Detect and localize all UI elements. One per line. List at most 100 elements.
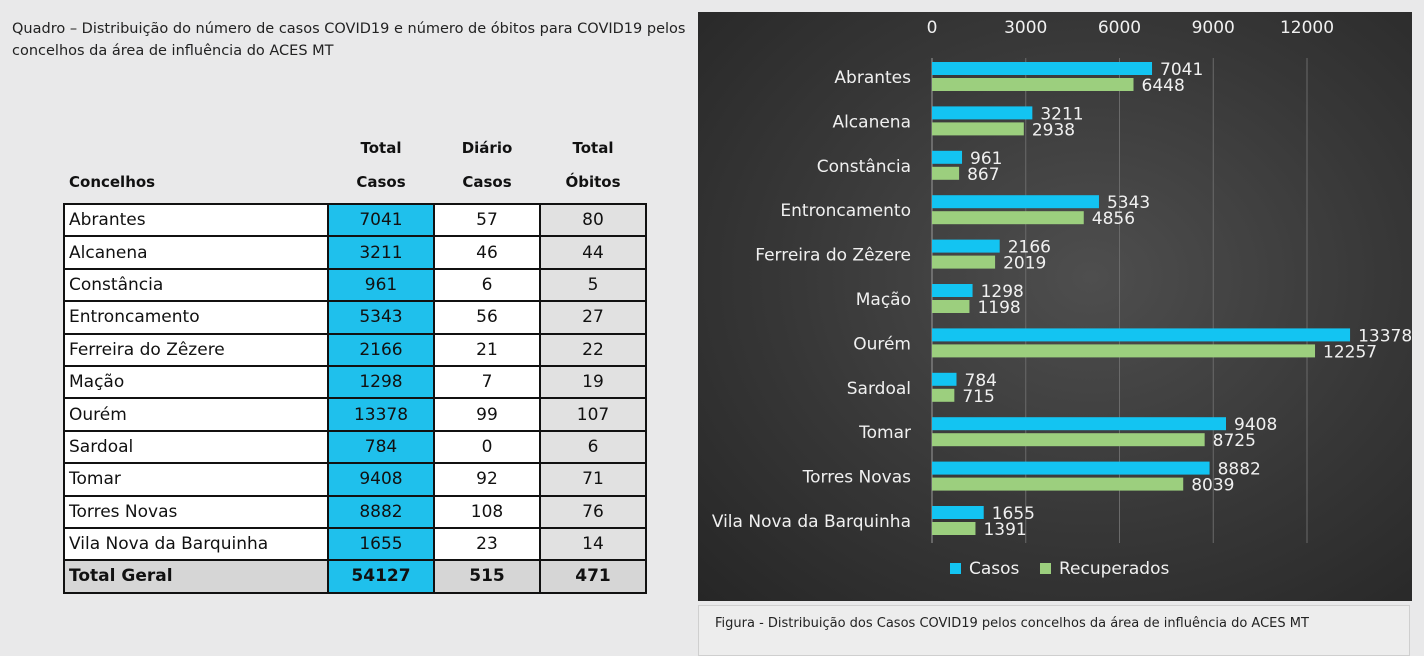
cell-total-obitos: 14 (539, 526, 647, 562)
cell-total-obitos: 5 (539, 267, 647, 303)
cell-concelho: Ferreira do Zêzere (63, 332, 329, 367)
table-row: Entroncamento 5343 56 27 (63, 300, 647, 335)
x-tick-label: 3000 (1004, 18, 1047, 38)
cell-diario-casos: 46 (433, 235, 541, 270)
bar-recuperados (932, 344, 1316, 358)
cell-concelho: Tomar (63, 462, 329, 497)
header-total-obitos: Total Óbitos (540, 131, 646, 204)
data-label-recuperados: 8725 (1213, 431, 1256, 451)
data-label-recuperados: 1198 (977, 298, 1020, 318)
cell-diario-casos: 0 (433, 429, 541, 465)
bar-recuperados (932, 166, 960, 180)
cases-table: Concelhos Total Casos Diário Casos Total Ób… (63, 131, 647, 594)
header-diario-casos: Diário Casos (434, 131, 540, 204)
bar-casos (932, 150, 963, 164)
category-label: Entroncamento (780, 201, 911, 221)
cell-total-obitos: 107 (539, 397, 647, 432)
bar-casos (932, 328, 1351, 342)
data-label-casos: 9408 (1234, 415, 1277, 435)
cell-total-obitos: 471 (539, 559, 647, 594)
category-label: Alcanena (832, 112, 911, 132)
bar-recuperados (932, 255, 996, 269)
bar-casos (932, 195, 1099, 209)
cell-total-obitos: 6 (539, 429, 647, 465)
bar-recuperados (932, 122, 1024, 136)
cell-concelho: Vila Nova da Barquinha (63, 526, 329, 562)
header-total-obitos-line1: Total (572, 139, 614, 157)
data-label-casos: 1655 (992, 504, 1035, 524)
table-row: Vila Nova da Barquinha 1655 23 14 (63, 526, 647, 562)
cell-diario-casos: 515 (433, 559, 541, 594)
table-row: Mação 1298 7 19 (63, 364, 647, 400)
bar-recuperados (932, 78, 1134, 91)
cell-total-casos: 8882 (327, 494, 435, 529)
bar-casos (932, 417, 1226, 431)
cell-total-obitos: 71 (539, 462, 647, 497)
cell-total-casos: 961 (327, 267, 435, 303)
cell-concelho: Constância (63, 267, 329, 303)
cell-concelho: Ourém (63, 397, 329, 432)
table-row: Abrantes 7041 57 80 (63, 202, 647, 238)
cell-total-casos: 1298 (327, 364, 435, 400)
bar-recuperados (932, 522, 976, 535)
category-label: Ferreira do Zêzere (755, 246, 911, 266)
figure-caption-box: Figura - Distribuição dos Casos COVID19 … (698, 605, 1410, 656)
cell-concelho: Sardoal (63, 429, 329, 465)
cell-total-casos: 9408 (327, 462, 435, 497)
cell-total-obitos: 44 (539, 235, 647, 270)
table-row: Ferreira do Zêzere 2166 21 22 (63, 332, 647, 367)
data-label-casos: 13378 (1358, 326, 1412, 346)
bar-recuperados (932, 388, 955, 402)
cell-concelho: Total Geral (63, 559, 329, 594)
cell-diario-casos: 108 (433, 494, 541, 529)
cell-concelho: Mação (63, 364, 329, 400)
bar-recuperados (932, 300, 970, 313)
bar-casos (932, 506, 984, 519)
category-label: Abrantes (834, 68, 911, 88)
header-total-casos: Total Casos (328, 131, 434, 204)
bar-casos (932, 106, 1033, 120)
data-label-casos: 8882 (1218, 460, 1261, 480)
cell-total-obitos: 19 (539, 364, 647, 400)
x-tick-label: 12000 (1280, 18, 1334, 38)
data-label-casos: 2166 (1008, 238, 1051, 258)
cell-total-casos: 2166 (327, 332, 435, 367)
cell-diario-casos: 23 (433, 526, 541, 562)
category-label: Torres Novas (802, 468, 912, 488)
bar-casos (932, 239, 1000, 253)
header-total-casos-line2: Casos (356, 173, 406, 191)
cell-diario-casos: 56 (433, 300, 541, 335)
bar-casos (932, 284, 973, 297)
table-total-row: Total Geral 54127 515 471 (63, 559, 647, 594)
table-row: Tomar 9408 92 71 (63, 462, 647, 497)
category-label: Constância (817, 157, 911, 177)
header-concelhos-label: Concelhos (69, 173, 156, 191)
bar-chart-panel: 0 3000 6000 9000 12000 Abrantes 7041 6448 Alcane… (698, 12, 1412, 601)
cell-concelho: Alcanena (63, 235, 329, 270)
x-tick-label: 0 (927, 18, 938, 38)
data-label-recuperados: 6448 (1142, 76, 1185, 96)
cell-total-obitos: 22 (539, 332, 647, 367)
cell-total-obitos: 80 (539, 202, 647, 238)
table-row: Ourém 13378 99 107 (63, 397, 647, 432)
cell-diario-casos: 7 (433, 364, 541, 400)
cell-concelho: Entroncamento (63, 300, 329, 335)
legend-label-casos: Casos (969, 559, 1020, 579)
cell-total-casos: 5343 (327, 300, 435, 335)
header-diario-casos-line2: Casos (462, 173, 512, 191)
data-label-casos: 784 (965, 371, 997, 391)
legend-swatch-casos (950, 563, 961, 574)
cell-diario-casos: 92 (433, 462, 541, 497)
data-label-recuperados: 1391 (983, 520, 1026, 540)
x-tick-label: 9000 (1192, 18, 1235, 38)
header-total-obitos-line2: Óbitos (565, 173, 621, 191)
table-body: Abrantes 7041 57 80 Alcanena 3211 46 44 Constânc… (63, 202, 647, 594)
table-row: Alcanena 3211 46 44 (63, 235, 647, 270)
header-total-casos-line1: Total (360, 139, 402, 157)
cell-total-casos: 7041 (327, 202, 435, 238)
category-label: Mação (856, 290, 911, 310)
data-label-casos: 5343 (1107, 193, 1150, 213)
header-diario-casos-line1: Diário (461, 139, 513, 157)
cell-diario-casos: 57 (433, 202, 541, 238)
